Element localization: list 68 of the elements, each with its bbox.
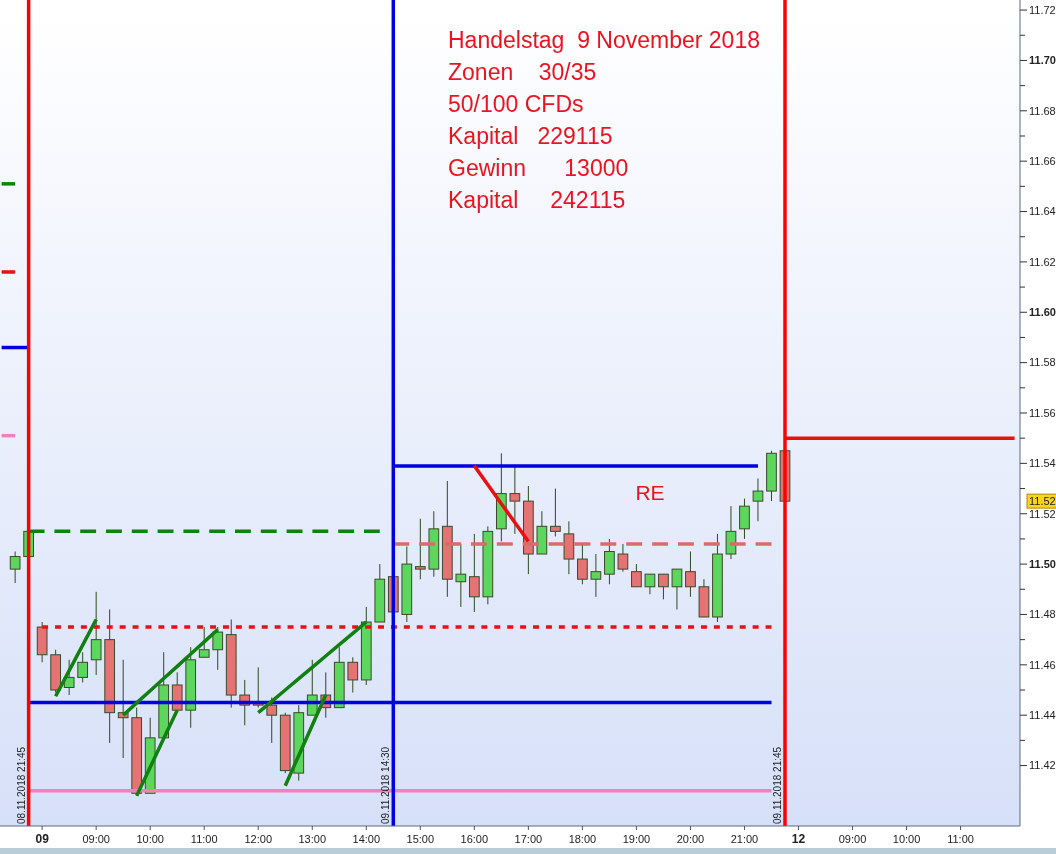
x-tick-label: 16:00 [460, 833, 489, 845]
x-tick-label: 09 [35, 832, 50, 846]
y-tick-label: 11.58 [1029, 356, 1056, 369]
x-tick-label: 10:00 [136, 833, 164, 845]
y-tick-label: 11.66 [1029, 155, 1056, 168]
candlestick [725, 505, 737, 560]
y-tick-label: 11.52 [1029, 507, 1056, 520]
candlestick [617, 543, 629, 573]
y-tick-label: 11.72 [1029, 3, 1056, 16]
line-series [472, 464, 531, 544]
candlestick [658, 573, 669, 600]
candlestick [455, 543, 467, 608]
x-tick-label: 15:00 [406, 833, 435, 845]
x-tick-label: 12:00 [244, 833, 273, 845]
annotation: 09.11.2018 14:30 [380, 746, 392, 824]
y-tick-label: 11.42 [1029, 759, 1056, 772]
candlestick [77, 651, 89, 683]
candlestick [9, 551, 21, 584]
candlestick [509, 465, 521, 535]
y-tick-label: 11.62 [1029, 255, 1056, 268]
candlestick [198, 626, 210, 658]
annotation: Gewinn 13000 [448, 155, 629, 181]
line-series [256, 620, 369, 715]
annotation: 08.11.2018 21:45 [15, 746, 27, 824]
x-tick-label: 09:00 [82, 833, 110, 845]
x-tick-label: 13:00 [298, 833, 327, 845]
candlestick [671, 568, 683, 610]
x-tick-label: 19:00 [622, 833, 651, 845]
annotation: RE [635, 481, 665, 505]
annotation: Kapital 242115 [448, 187, 626, 213]
candlestick [347, 656, 359, 694]
annotation: Handelstag 9 November 2018 [448, 27, 760, 53]
candlestick [266, 697, 278, 744]
annotation: 09.11.2018 21:45 [771, 746, 783, 824]
x-tick-label: 14:00 [352, 833, 381, 845]
x-tick-label: 17:00 [514, 833, 543, 845]
x-tick-label: 11:00 [190, 833, 218, 845]
candlestick [644, 573, 656, 595]
y-tick-label: 11.60 [1029, 306, 1056, 319]
line-series [53, 617, 98, 699]
candlestick [604, 538, 615, 585]
candlestick [752, 477, 764, 522]
candlestick [739, 498, 750, 540]
x-tick-label: 12 [791, 832, 806, 846]
x-tick-label: 09:00 [838, 833, 867, 845]
annotation: Kapital 229115 [448, 123, 613, 149]
y-tick-label: 11.50 [1029, 557, 1056, 570]
annotation: 50/100 CFDs [448, 91, 584, 117]
annotation: Zonen 30/35 [448, 59, 597, 85]
y-tick-label: 11.64 [1029, 205, 1056, 218]
y-tick-label: 11.68 [1029, 104, 1056, 117]
candlestick [90, 591, 102, 676]
candlestick [685, 551, 696, 598]
y-tick-label: 11.48 [1029, 608, 1056, 621]
x-tick-label: 11:00 [947, 833, 974, 845]
y-tick-label: 11.56 [1029, 406, 1056, 419]
candlestick [590, 553, 602, 598]
y-tick-label: 11.46 [1029, 658, 1056, 671]
x-tick-label: 18:00 [568, 833, 597, 845]
x-tick-label: 20:00 [676, 833, 705, 845]
candlestick [631, 563, 642, 588]
y-tick-label: 11.44 [1029, 709, 1056, 722]
candlestick [212, 626, 224, 671]
x-tick-label: 10:00 [892, 833, 921, 845]
y-tick-label: 11.70 [1029, 54, 1056, 67]
y-tick-label: 11.54 [1029, 457, 1056, 470]
x-tick-label: 21:00 [730, 833, 759, 845]
candlestick [550, 488, 561, 537]
